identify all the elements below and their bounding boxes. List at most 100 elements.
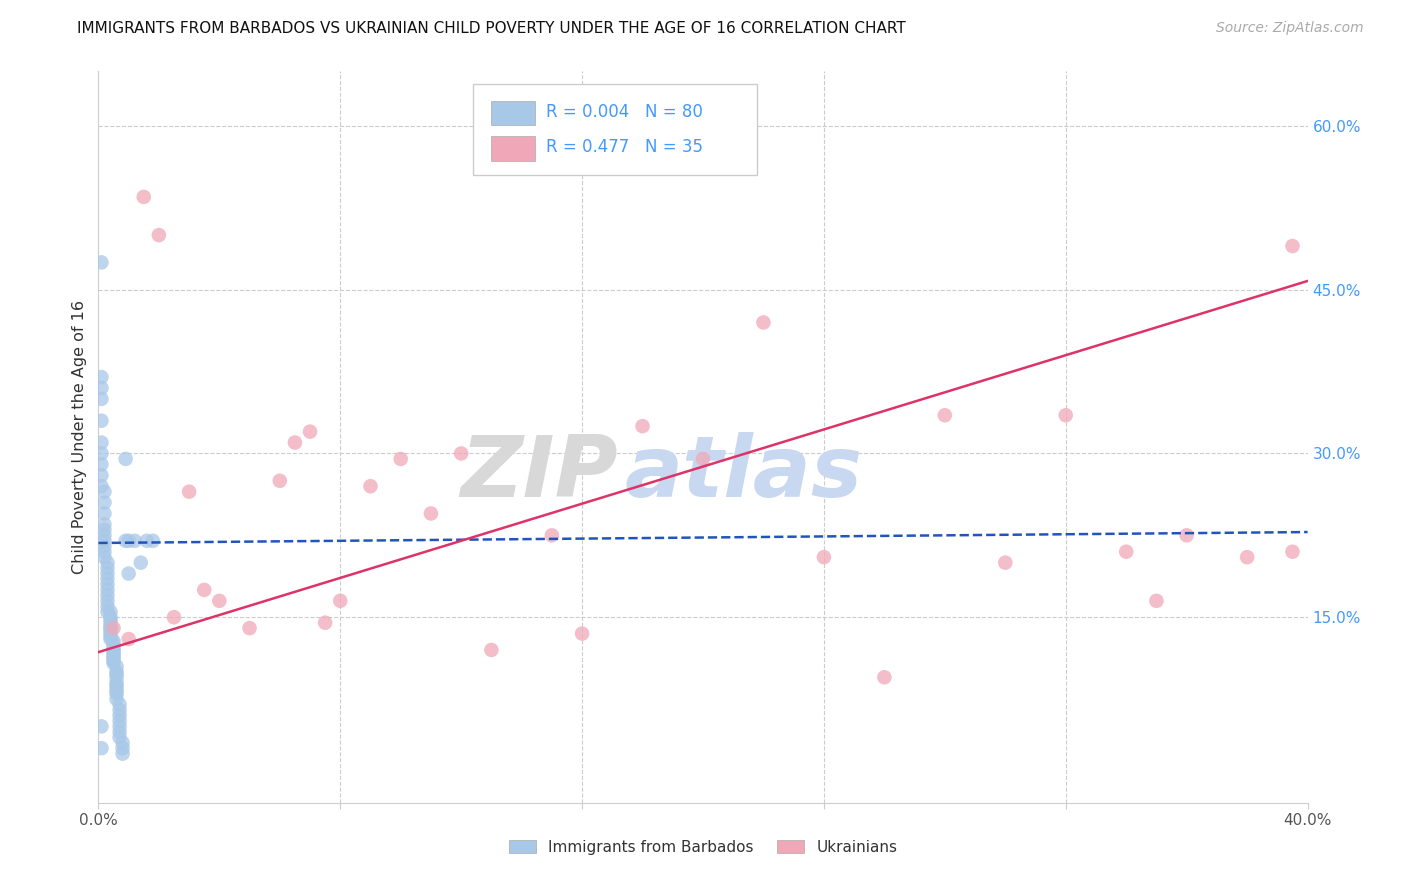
Point xyxy=(90,381,112,395)
Point xyxy=(934,409,956,423)
Point xyxy=(135,533,157,548)
Point xyxy=(269,474,291,488)
Point xyxy=(114,533,136,548)
Point xyxy=(179,484,201,499)
Point xyxy=(90,446,112,460)
Point xyxy=(129,556,152,570)
Point xyxy=(1281,239,1303,253)
Point xyxy=(103,634,125,648)
Point xyxy=(450,446,472,460)
Point xyxy=(100,619,122,633)
Point xyxy=(93,550,115,565)
Point xyxy=(100,612,122,626)
Text: R = 0.477   N = 35: R = 0.477 N = 35 xyxy=(546,137,703,156)
Point xyxy=(93,484,115,499)
Point xyxy=(239,621,262,635)
Point xyxy=(314,615,336,630)
Point xyxy=(692,451,714,466)
Point xyxy=(96,599,118,614)
Point xyxy=(105,687,128,701)
Point xyxy=(124,533,146,548)
Point xyxy=(93,533,115,548)
Point xyxy=(103,643,125,657)
Point xyxy=(105,678,128,692)
Point xyxy=(90,479,112,493)
Point xyxy=(108,719,131,733)
Point xyxy=(100,621,122,635)
Y-axis label: Child Poverty Under the Age of 16: Child Poverty Under the Age of 16 xyxy=(72,300,87,574)
Point xyxy=(105,670,128,684)
Point xyxy=(96,556,118,570)
Point xyxy=(108,703,131,717)
Point xyxy=(90,458,112,472)
Point xyxy=(132,190,155,204)
Point xyxy=(163,610,186,624)
Point xyxy=(111,741,134,756)
Point xyxy=(100,624,122,638)
Point xyxy=(103,621,125,635)
Point xyxy=(481,643,503,657)
Point xyxy=(93,507,115,521)
Point xyxy=(103,638,125,652)
Point xyxy=(105,675,128,690)
Point xyxy=(93,539,115,553)
Text: atlas: atlas xyxy=(624,432,862,516)
Point xyxy=(108,731,131,745)
FancyBboxPatch shape xyxy=(474,84,758,175)
Point xyxy=(90,741,112,756)
Point xyxy=(208,594,231,608)
Legend: Immigrants from Barbados, Ukrainians: Immigrants from Barbados, Ukrainians xyxy=(502,834,904,861)
Point xyxy=(994,556,1017,570)
Point xyxy=(103,651,125,665)
Point xyxy=(752,315,775,329)
Point xyxy=(90,468,112,483)
Point xyxy=(813,550,835,565)
Point xyxy=(96,605,118,619)
Point xyxy=(193,582,215,597)
Point xyxy=(96,572,118,586)
Point xyxy=(105,667,128,681)
Point xyxy=(118,533,141,548)
Point xyxy=(90,435,112,450)
Point xyxy=(100,615,122,630)
Point xyxy=(571,626,593,640)
Point xyxy=(93,523,115,537)
Point xyxy=(873,670,896,684)
Text: Source: ZipAtlas.com: Source: ZipAtlas.com xyxy=(1216,21,1364,35)
FancyBboxPatch shape xyxy=(492,136,534,161)
Point xyxy=(100,626,122,640)
Point xyxy=(108,698,131,712)
Point xyxy=(90,414,112,428)
Point xyxy=(100,610,122,624)
Point xyxy=(100,632,122,646)
Point xyxy=(105,665,128,679)
Point xyxy=(1144,594,1167,608)
Point xyxy=(93,545,115,559)
Point xyxy=(118,566,141,581)
FancyBboxPatch shape xyxy=(492,101,534,126)
Point xyxy=(142,533,165,548)
Point xyxy=(111,747,134,761)
Point xyxy=(284,435,307,450)
Point xyxy=(1115,545,1137,559)
Point xyxy=(96,588,118,602)
Point xyxy=(1175,528,1198,542)
Point xyxy=(1236,550,1258,565)
Point xyxy=(1054,409,1077,423)
Point xyxy=(105,659,128,673)
Point xyxy=(93,528,115,542)
Point xyxy=(360,479,382,493)
Point xyxy=(103,640,125,655)
Point xyxy=(540,528,562,542)
Point xyxy=(90,719,112,733)
Point xyxy=(108,708,131,723)
Point xyxy=(103,654,125,668)
Point xyxy=(148,228,170,243)
Point xyxy=(100,630,122,644)
Point xyxy=(111,736,134,750)
Point xyxy=(631,419,654,434)
Point xyxy=(114,451,136,466)
Point xyxy=(108,714,131,728)
Point xyxy=(103,649,125,664)
Point xyxy=(93,495,115,509)
